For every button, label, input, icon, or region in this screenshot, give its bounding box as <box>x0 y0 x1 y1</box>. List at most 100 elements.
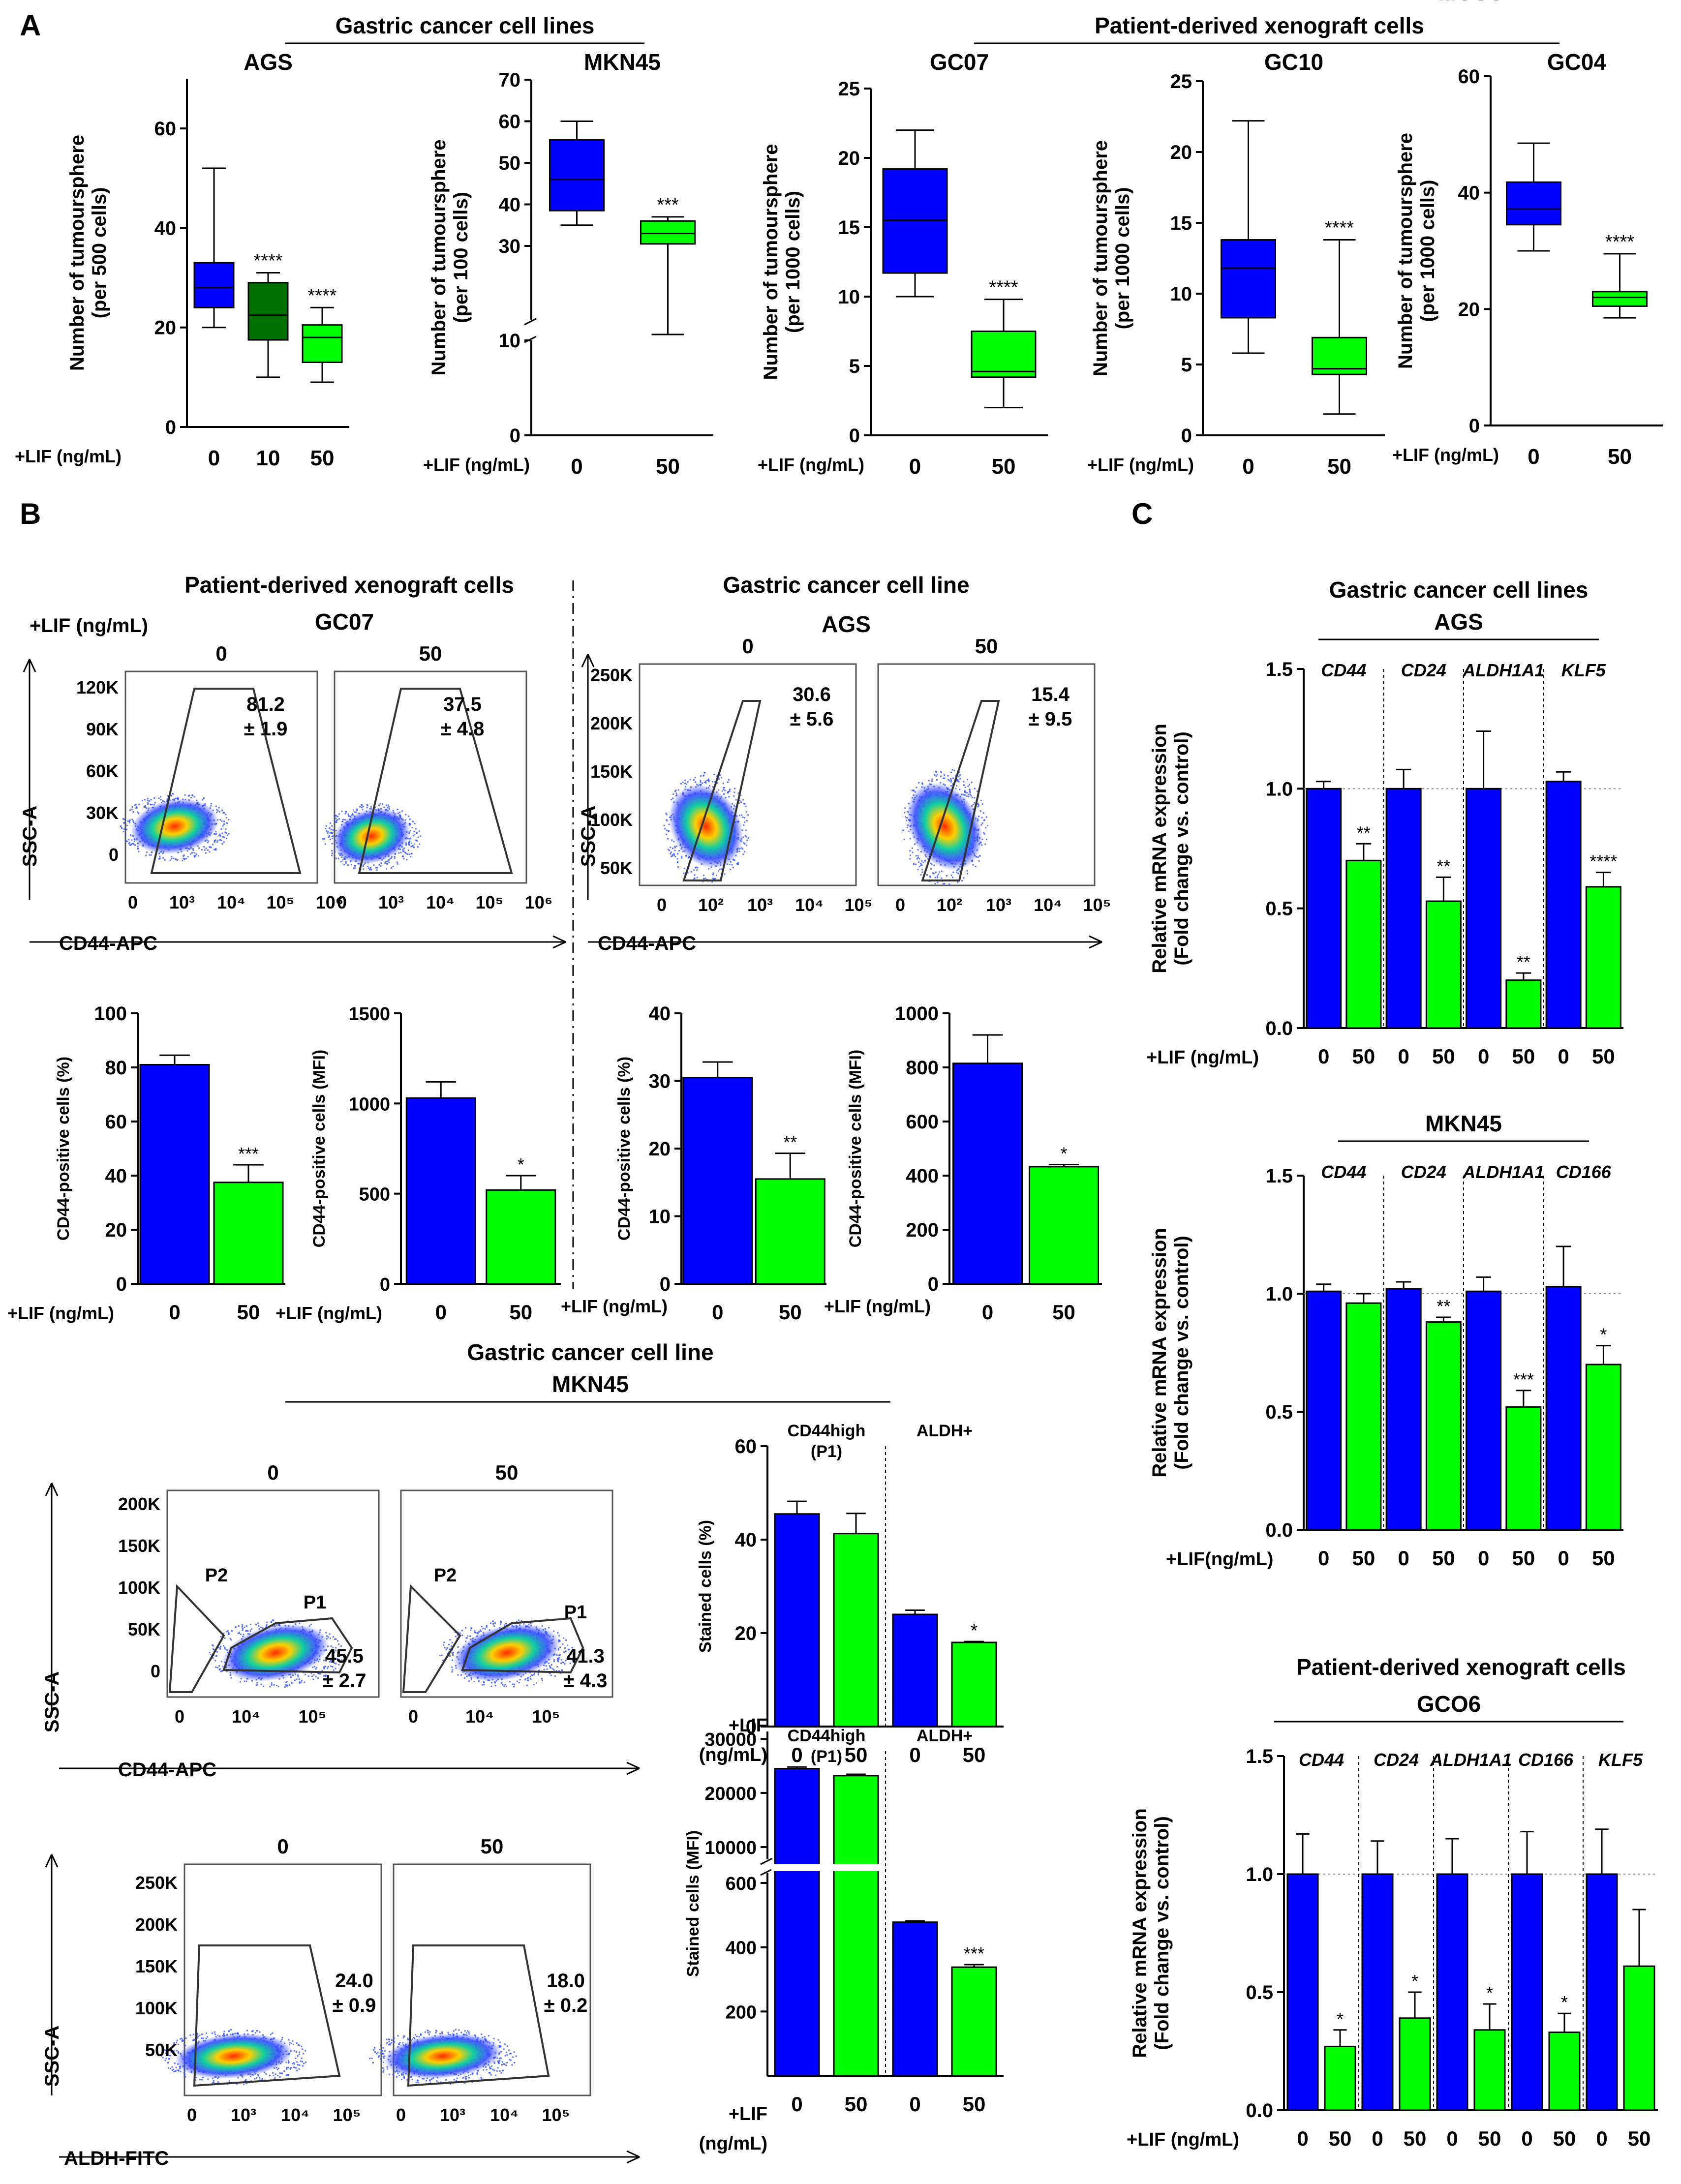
event-dot <box>711 881 713 883</box>
chart-title: AGS <box>244 49 293 75</box>
event-dot <box>126 824 128 826</box>
event-dot <box>683 873 685 875</box>
event-dot <box>541 1625 543 1627</box>
event-dot <box>147 797 149 799</box>
y-tick-label: 20000 <box>704 1784 757 1804</box>
event-dot <box>286 1681 288 1683</box>
event-dot <box>402 849 404 850</box>
y-tick-label: 20 <box>735 1623 757 1644</box>
event-dot <box>483 1684 485 1686</box>
x-tick-label: 0 <box>1297 2127 1308 2150</box>
event-dot <box>494 1681 496 1683</box>
event-dot <box>236 2032 238 2034</box>
section-title-mkn45-b: MKN45 <box>552 1371 629 1397</box>
x-tick-label: 0 <box>909 2093 920 2116</box>
significance-mark: * <box>1600 1325 1607 1345</box>
event-dot <box>696 869 698 871</box>
arrow-head <box>45 1854 53 1868</box>
event-dot <box>315 1675 317 1677</box>
event-dot <box>192 2039 194 2041</box>
event-dot <box>737 792 739 794</box>
event-dot <box>180 2070 182 2072</box>
event-dot <box>361 806 363 808</box>
x-tick-label: 0 <box>712 1301 723 1324</box>
event-dot <box>700 784 702 786</box>
event-dot <box>503 1685 505 1687</box>
event-dot <box>560 1662 562 1664</box>
y-tick-label: 0 <box>151 1661 160 1681</box>
event-dot <box>455 2029 457 2031</box>
event-dot <box>256 2030 258 2032</box>
event-dot <box>500 1620 502 1622</box>
event-dot <box>286 2068 288 2070</box>
arrow-head <box>51 1483 59 1496</box>
event-dot <box>906 826 908 828</box>
bar <box>1473 2029 1506 2111</box>
event-dot <box>506 2054 508 2056</box>
event-dot <box>731 864 733 866</box>
event-dot <box>141 800 143 802</box>
event-dot <box>305 2050 306 2052</box>
event-dot <box>334 819 336 821</box>
bar <box>951 1966 997 2077</box>
event-dot <box>335 1649 337 1651</box>
event-dot <box>367 867 369 869</box>
x-tick-label: 0 <box>1528 445 1539 469</box>
event-dot <box>288 2062 290 2064</box>
arrow-head <box>1089 941 1102 949</box>
event-dot <box>427 2030 428 2032</box>
event-dot <box>457 1674 459 1676</box>
event-dot <box>489 2067 491 2069</box>
event-dot <box>943 777 945 779</box>
event-dot <box>696 877 698 879</box>
event-dot <box>666 814 668 816</box>
bar <box>1306 1290 1342 1531</box>
x-tick-label: 50 <box>237 1301 260 1324</box>
event-dot <box>245 1680 247 1682</box>
event-dot <box>185 858 187 860</box>
event-dot <box>273 1684 275 1686</box>
event-dot <box>373 864 375 866</box>
chart-title: MKN45 <box>584 49 661 75</box>
event-dot <box>388 861 390 863</box>
event-dot <box>170 2051 172 2053</box>
event-dot <box>460 1674 462 1676</box>
event-dot <box>323 1666 325 1668</box>
event-dot <box>217 2081 219 2083</box>
event-dot <box>424 2031 426 2033</box>
event-dot <box>520 1620 522 1622</box>
event-dot <box>694 877 696 879</box>
event-dot <box>298 1678 300 1680</box>
y-tick-label: 40 <box>154 217 177 239</box>
x-tick-label: 0 <box>208 446 220 470</box>
event-dot <box>184 794 186 796</box>
event-dot <box>912 851 914 853</box>
event-dot <box>379 803 381 805</box>
event-dot <box>968 795 970 797</box>
event-dot <box>498 2061 500 2063</box>
x-tick-label: 0 <box>337 892 347 912</box>
event-dot <box>482 1684 484 1686</box>
event-dot <box>290 2067 292 2069</box>
event-dot <box>332 838 334 840</box>
event-dot <box>223 823 225 825</box>
event-dot <box>513 1686 515 1688</box>
event-dot <box>175 858 177 860</box>
event-dot <box>666 819 668 821</box>
event-dot <box>947 775 949 777</box>
event-dot <box>738 802 740 804</box>
bar <box>1585 886 1621 1029</box>
event-dot <box>303 2063 305 2064</box>
event-dot <box>983 832 985 834</box>
event-dot <box>476 2073 478 2075</box>
event-dot <box>193 856 195 858</box>
event-dot <box>713 878 715 880</box>
bar <box>1399 2017 1431 2111</box>
event-dot <box>498 2063 500 2064</box>
x-tick-label: 10⁵ <box>1083 895 1111 915</box>
event-dot <box>966 791 968 793</box>
event-dot <box>294 1679 296 1681</box>
box <box>247 282 289 341</box>
event-dot <box>565 1660 567 1662</box>
event-dot <box>331 832 333 834</box>
